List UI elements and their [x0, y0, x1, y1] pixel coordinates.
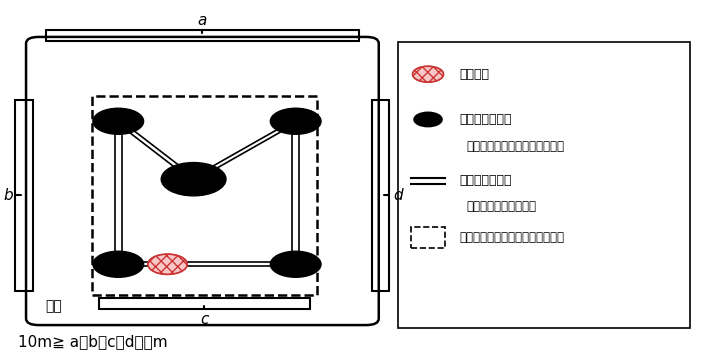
Text: 10m≧ a＋b＋c＋d＞０m: 10m≧ a＋b＋c＋d＞０m: [18, 334, 168, 350]
Circle shape: [413, 66, 444, 82]
Bar: [411, 227, 445, 248]
Circle shape: [161, 163, 226, 196]
Circle shape: [93, 108, 144, 134]
Text: ：温泉採取設備: ：温泉採取設備: [459, 113, 512, 126]
Text: （これらの間の配管を除く。）: （これらの間の配管を除く。）: [466, 140, 564, 153]
Text: a: a: [198, 13, 207, 28]
Text: b: b: [4, 188, 13, 203]
Circle shape: [414, 112, 442, 127]
Text: c: c: [200, 312, 208, 327]
Circle shape: [270, 251, 321, 277]
FancyBboxPatch shape: [26, 37, 379, 325]
Bar: [92, 96, 317, 295]
Text: ：温泉の採取のための設備部周囲: ：温泉の採取のための設備部周囲: [459, 231, 564, 244]
Text: d: d: [394, 188, 403, 203]
Bar: [398, 42, 690, 328]
Circle shape: [148, 254, 187, 274]
Circle shape: [93, 251, 144, 277]
Text: 屋内: 屋内: [46, 299, 63, 313]
Text: ：温泉採取設備: ：温泉採取設備: [459, 174, 512, 188]
Circle shape: [270, 108, 321, 134]
Text: （これらの間の配管）: （これらの間の配管）: [466, 200, 536, 213]
Text: ：検知器: ：検知器: [459, 68, 489, 81]
